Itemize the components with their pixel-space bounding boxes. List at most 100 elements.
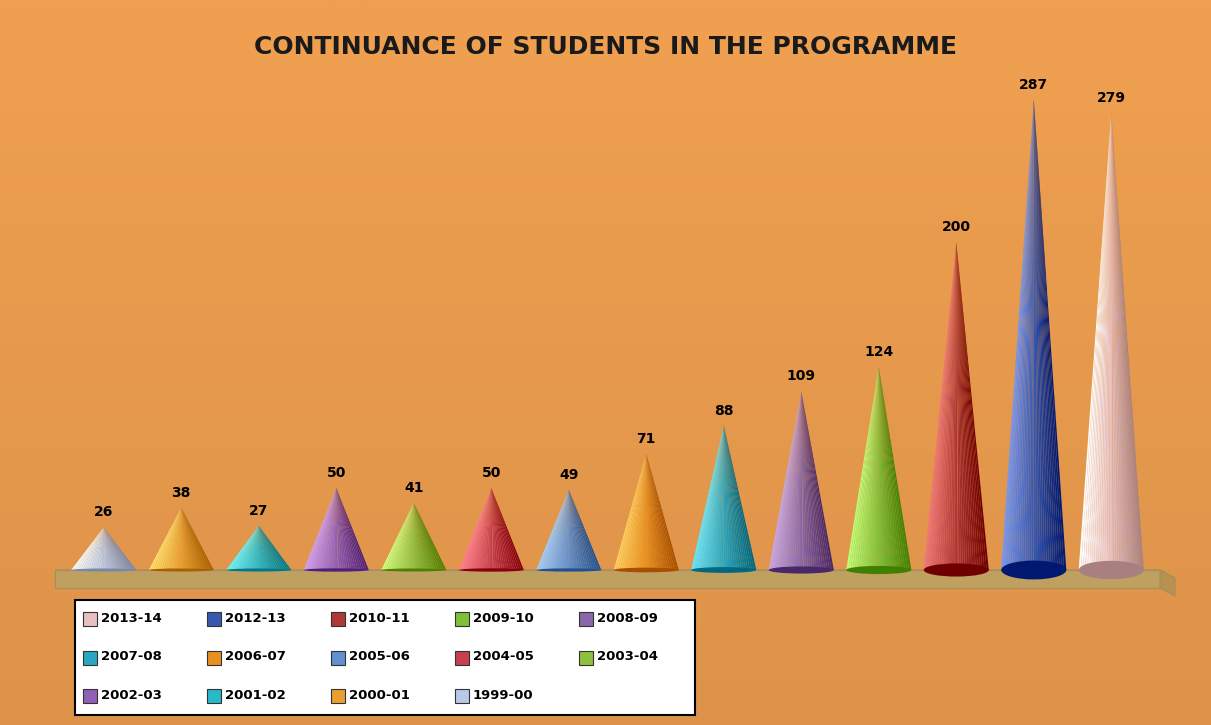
Polygon shape xyxy=(337,488,343,570)
Polygon shape xyxy=(93,527,104,570)
Polygon shape xyxy=(802,392,832,570)
Polygon shape xyxy=(775,392,802,570)
FancyBboxPatch shape xyxy=(84,612,97,626)
Polygon shape xyxy=(1083,112,1112,570)
Polygon shape xyxy=(492,488,522,570)
Polygon shape xyxy=(855,367,879,570)
Polygon shape xyxy=(631,454,647,570)
Polygon shape xyxy=(644,454,647,570)
Polygon shape xyxy=(337,488,362,570)
Polygon shape xyxy=(957,242,963,570)
Text: 200: 200 xyxy=(942,220,971,234)
Polygon shape xyxy=(390,503,414,570)
Polygon shape xyxy=(1005,99,1034,570)
Polygon shape xyxy=(414,503,418,570)
Polygon shape xyxy=(235,526,259,570)
Polygon shape xyxy=(337,488,358,570)
Ellipse shape xyxy=(769,566,834,573)
Polygon shape xyxy=(1112,112,1123,570)
Text: 2000-01: 2000-01 xyxy=(349,689,409,702)
Polygon shape xyxy=(104,527,132,570)
Polygon shape xyxy=(1004,99,1034,570)
Polygon shape xyxy=(559,489,569,570)
Polygon shape xyxy=(317,488,337,570)
Polygon shape xyxy=(620,454,647,570)
Polygon shape xyxy=(569,489,584,570)
Polygon shape xyxy=(1018,99,1034,570)
Polygon shape xyxy=(863,367,879,570)
Text: CONTINUANCE OF STUDENTS IN THE PROGRAMME: CONTINUANCE OF STUDENTS IN THE PROGRAMME xyxy=(253,35,957,59)
Polygon shape xyxy=(337,488,338,570)
Polygon shape xyxy=(1029,99,1034,570)
Polygon shape xyxy=(182,507,188,570)
Polygon shape xyxy=(849,367,879,570)
Polygon shape xyxy=(403,503,414,570)
Polygon shape xyxy=(395,503,414,570)
Polygon shape xyxy=(1021,99,1034,570)
Polygon shape xyxy=(569,489,589,570)
Polygon shape xyxy=(104,527,108,570)
Polygon shape xyxy=(1034,99,1049,570)
Polygon shape xyxy=(414,503,425,570)
Polygon shape xyxy=(104,527,127,570)
Polygon shape xyxy=(866,367,879,570)
Polygon shape xyxy=(259,526,285,570)
Polygon shape xyxy=(633,454,647,570)
Polygon shape xyxy=(337,488,340,570)
Polygon shape xyxy=(248,526,259,570)
Polygon shape xyxy=(329,488,337,570)
Polygon shape xyxy=(879,367,896,570)
Polygon shape xyxy=(259,526,282,570)
Polygon shape xyxy=(850,367,879,570)
Polygon shape xyxy=(1112,112,1120,570)
Text: 27: 27 xyxy=(249,504,269,518)
Polygon shape xyxy=(492,488,500,570)
Polygon shape xyxy=(104,527,115,570)
Polygon shape xyxy=(877,367,879,570)
Ellipse shape xyxy=(1001,560,1067,579)
Polygon shape xyxy=(252,526,259,570)
Text: 2008-09: 2008-09 xyxy=(597,612,658,625)
Polygon shape xyxy=(153,507,182,570)
Polygon shape xyxy=(492,488,493,570)
FancyBboxPatch shape xyxy=(455,689,469,703)
FancyBboxPatch shape xyxy=(84,689,97,703)
Text: 50: 50 xyxy=(327,466,346,480)
Polygon shape xyxy=(636,454,647,570)
FancyBboxPatch shape xyxy=(207,689,220,703)
Polygon shape xyxy=(957,242,978,570)
Text: 41: 41 xyxy=(404,481,424,494)
Ellipse shape xyxy=(149,568,214,571)
Polygon shape xyxy=(182,507,210,570)
Polygon shape xyxy=(625,454,647,570)
Polygon shape xyxy=(104,527,119,570)
Polygon shape xyxy=(182,507,207,570)
Polygon shape xyxy=(868,367,879,570)
Polygon shape xyxy=(540,489,569,570)
Text: 287: 287 xyxy=(1020,78,1049,91)
Polygon shape xyxy=(773,392,802,570)
Text: 2001-02: 2001-02 xyxy=(225,689,286,702)
Polygon shape xyxy=(337,488,369,570)
Polygon shape xyxy=(1104,112,1112,570)
Polygon shape xyxy=(536,489,569,570)
Polygon shape xyxy=(1112,112,1129,570)
Polygon shape xyxy=(166,507,182,570)
Polygon shape xyxy=(1112,112,1142,570)
Polygon shape xyxy=(722,426,724,570)
Polygon shape xyxy=(1001,99,1034,570)
Polygon shape xyxy=(182,507,199,570)
Polygon shape xyxy=(879,367,909,570)
Polygon shape xyxy=(857,367,879,570)
Text: 1999-00: 1999-00 xyxy=(474,689,534,702)
FancyBboxPatch shape xyxy=(455,612,469,626)
Polygon shape xyxy=(182,507,203,570)
Polygon shape xyxy=(163,507,182,570)
Polygon shape xyxy=(802,392,816,570)
Polygon shape xyxy=(1087,112,1112,570)
Polygon shape xyxy=(241,526,259,570)
Polygon shape xyxy=(629,454,647,570)
Polygon shape xyxy=(647,454,668,570)
Polygon shape xyxy=(939,242,957,570)
Polygon shape xyxy=(1034,99,1062,570)
